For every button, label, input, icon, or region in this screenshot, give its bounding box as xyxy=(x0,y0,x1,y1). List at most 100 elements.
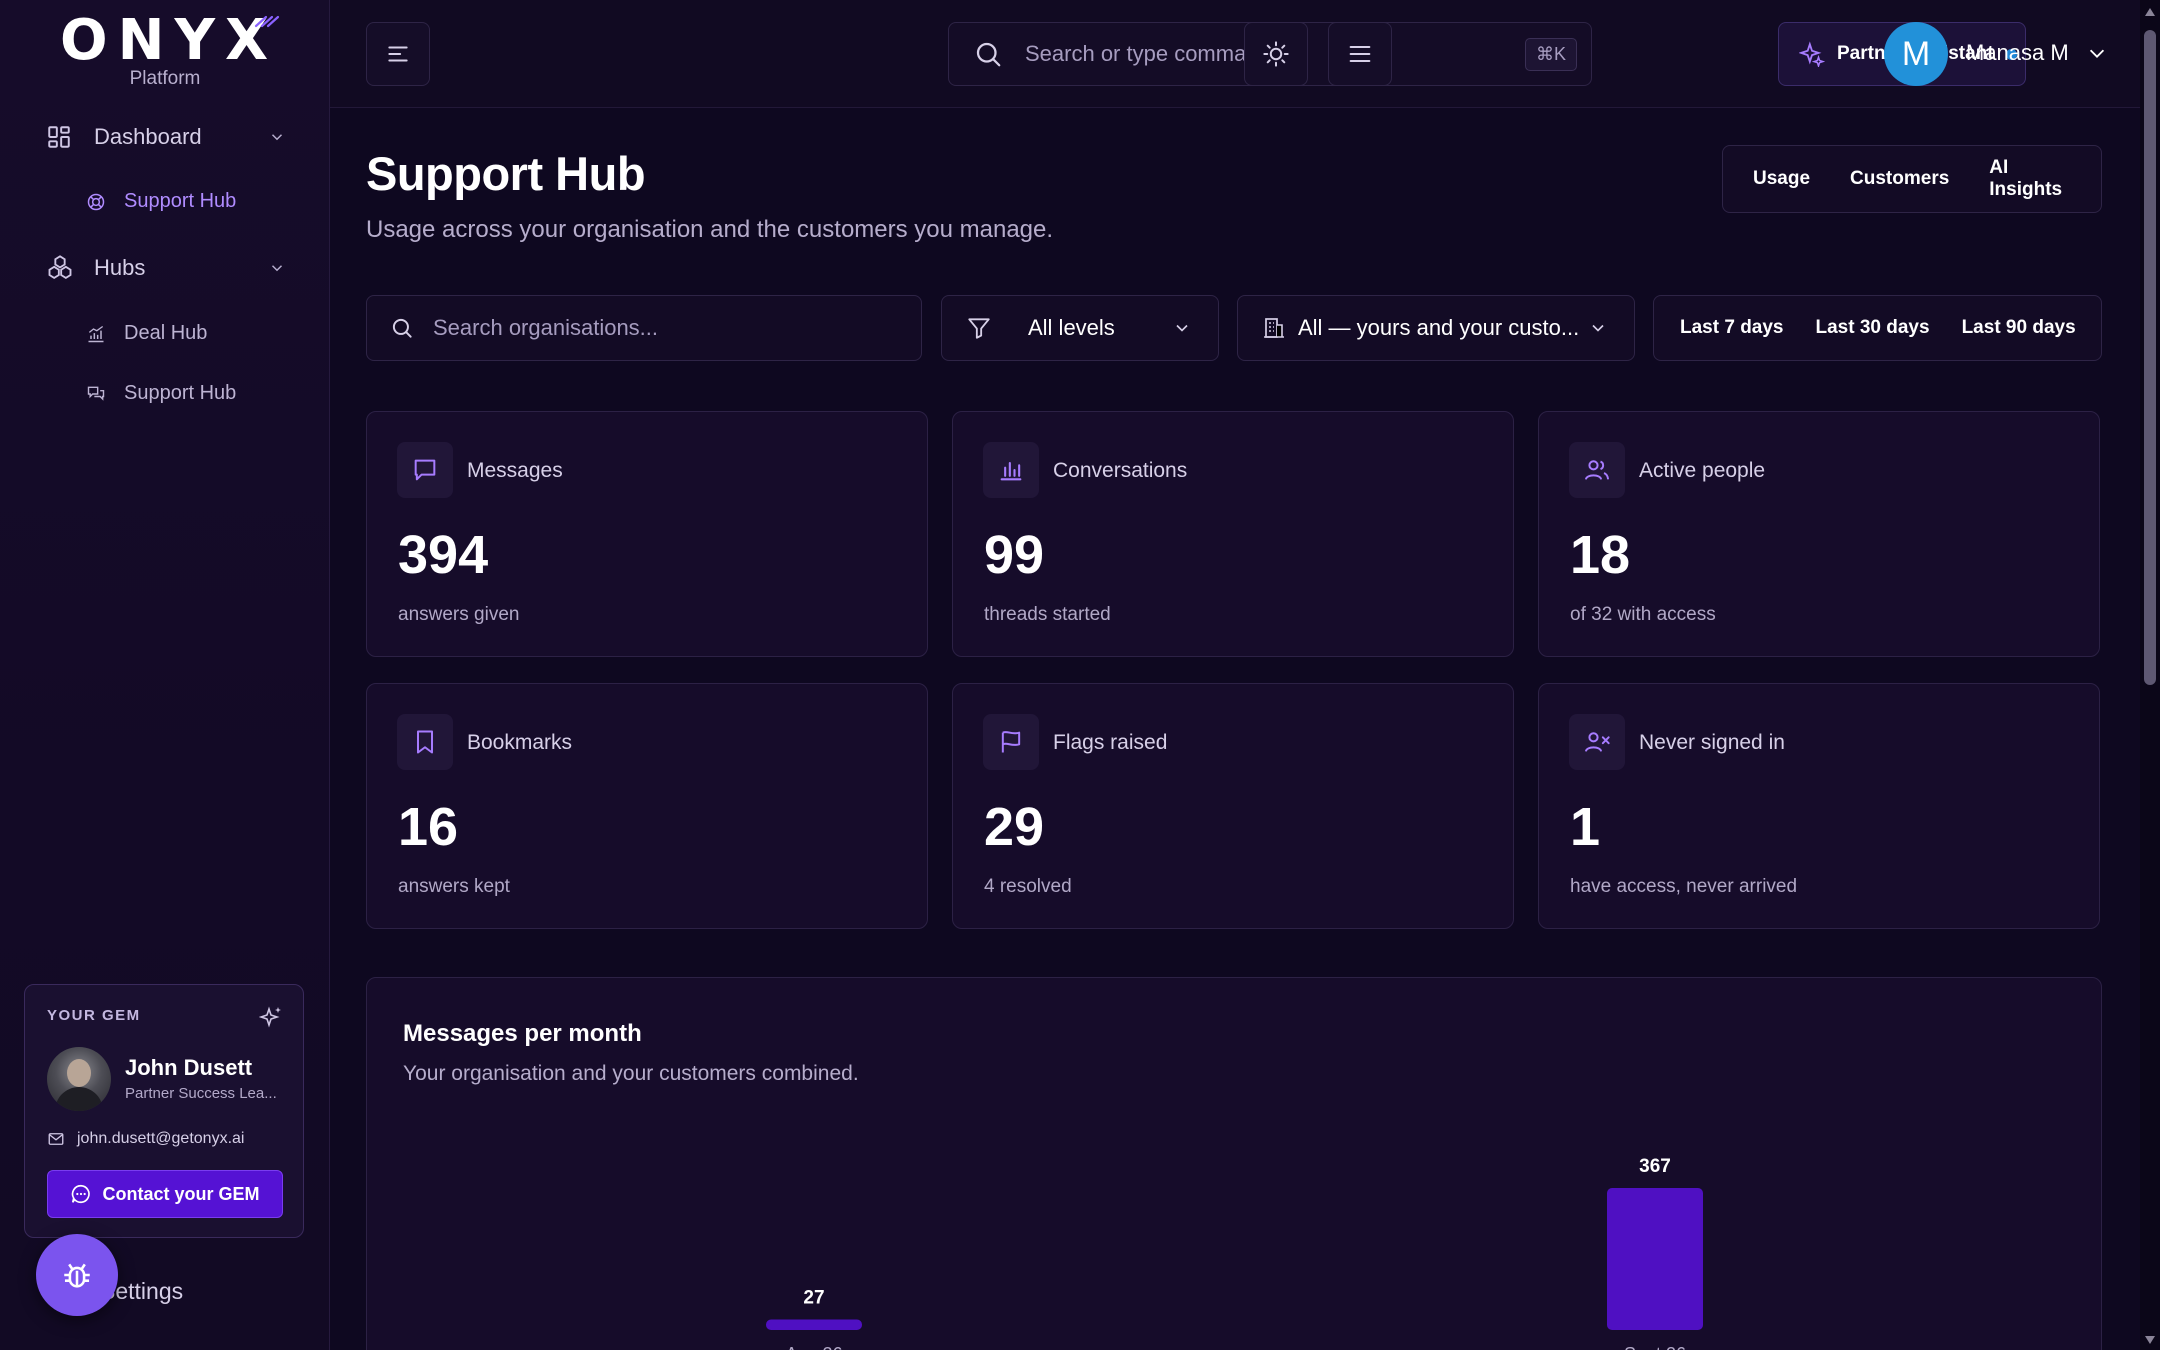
stat-card-bookmarks[interactable]: Bookmarks 16 answers kept xyxy=(366,683,928,929)
menu-button[interactable] xyxy=(1328,22,1392,86)
building-icon xyxy=(1264,318,1284,338)
view-tabs: Usage Customers AI Insights xyxy=(1722,145,2102,213)
category-label: Aug 26 xyxy=(785,1344,842,1350)
range-last-30-days[interactable]: Last 30 days xyxy=(1815,317,1930,338)
stat-label: Messages xyxy=(467,459,563,482)
brand-subtitle: Platform xyxy=(129,68,201,89)
stat-value: 1 xyxy=(1570,797,1601,857)
tab-ai-insights[interactable]: AI Insights xyxy=(1989,157,2063,200)
stat-value: 99 xyxy=(984,525,1045,585)
bookmark-icon xyxy=(397,714,453,770)
tab-customers[interactable]: Customers xyxy=(1850,168,1950,189)
stat-value: 18 xyxy=(1570,525,1631,585)
users-icon xyxy=(1569,442,1625,498)
message-icon xyxy=(397,442,453,498)
chart-line-icon xyxy=(88,325,104,342)
stat-label: Active people xyxy=(1639,459,1766,482)
organisation-search-input[interactable]: Search organisations... xyxy=(366,295,922,361)
stat-card-conversations[interactable]: Conversations 99 threads started xyxy=(952,411,1514,657)
stat-label: Flags raised xyxy=(1053,731,1168,754)
bar-chart-icon xyxy=(983,442,1039,498)
stat-caption: answers kept xyxy=(398,876,510,897)
gem-card: YOUR GEM John Dusett Partner Success Lea… xyxy=(24,984,304,1238)
contact-gem-label: Contact your GEM xyxy=(102,1183,260,1204)
level-filter-value: All levels xyxy=(1028,315,1115,340)
level-filter-select[interactable]: All levels xyxy=(941,295,1219,361)
keyboard-shortcut: ⌘K xyxy=(1524,37,1577,71)
sidebar-item-support-hub-dashboard[interactable]: Support Hub xyxy=(86,190,236,213)
stat-label: Bookmarks xyxy=(467,731,573,754)
category-label: Sept 26 xyxy=(1624,1344,1686,1350)
scroll-down-arrow-icon[interactable] xyxy=(2143,1334,2157,1346)
stat-card-messages[interactable]: Messages 394 answers given xyxy=(366,411,928,657)
mail-icon xyxy=(48,1133,64,1145)
gem-email-text: john.dusett@getonyx.ai xyxy=(77,1130,245,1147)
filter-icon xyxy=(968,318,990,339)
logo-sparkle-icon xyxy=(254,15,280,28)
sidebar-item-label: Hubs xyxy=(94,255,146,280)
gem-role: Partner Success Lea... xyxy=(125,1085,277,1102)
bar-value-label: 27 xyxy=(803,1288,824,1309)
organisation-scope-value: All — yours and your custo... xyxy=(1298,315,1580,340)
stat-caption: of 32 with access xyxy=(1570,604,1716,625)
sidebar-item-hubs[interactable]: Hubs xyxy=(46,254,286,282)
contact-gem-button[interactable]: Contact your GEM xyxy=(47,1170,283,1218)
stat-caption: threads started xyxy=(984,604,1111,625)
bug-report-button[interactable] xyxy=(36,1234,118,1316)
search-icon xyxy=(976,42,1001,67)
tab-usage[interactable]: Usage xyxy=(1753,168,1811,189)
stat-card-never-signed-in[interactable]: Never signed in 1 have access, never arr… xyxy=(1538,683,2100,929)
stat-caption: answers given xyxy=(398,604,520,625)
stat-value: 394 xyxy=(398,525,489,585)
user-name[interactable]: Manasa M xyxy=(1966,40,2069,65)
hamburger-icon xyxy=(1349,45,1371,63)
sun-icon xyxy=(1263,41,1289,67)
brand-logo[interactable]: ONYX xyxy=(60,8,279,73)
chart-title: Messages per month xyxy=(403,1020,642,1047)
chat-icon xyxy=(72,1184,91,1204)
bar-aug-26[interactable] xyxy=(766,1319,862,1330)
chevron-down-icon[interactable] xyxy=(2086,42,2108,64)
bar-sept-26[interactable] xyxy=(1607,1188,1703,1330)
bar-value-label: 367 xyxy=(1639,1156,1671,1177)
page-title: Support Hub xyxy=(366,147,646,200)
messages-per-month-card: Messages per month Your organisation and… xyxy=(366,977,2102,1350)
menu-align-icon xyxy=(388,46,408,62)
dashboard-icon xyxy=(48,126,70,148)
range-last-7-days[interactable]: Last 7 days xyxy=(1680,317,1784,338)
chevron-down-icon xyxy=(1592,324,1604,332)
scrollbar-thumb[interactable] xyxy=(2144,30,2156,685)
gem-name: John Dusett xyxy=(125,1055,253,1080)
sidebar-item-support-hub[interactable]: Support Hub xyxy=(86,382,236,405)
user-avatar[interactable]: M xyxy=(1884,22,1948,86)
stat-card-flags-raised[interactable]: Flags raised 29 4 resolved xyxy=(952,683,1514,929)
gem-email[interactable]: john.dusett@getonyx.ai xyxy=(47,1130,244,1148)
search-icon xyxy=(392,318,412,338)
sidebar-item-label: Deal Hub xyxy=(124,322,208,344)
range-last-90-days[interactable]: Last 90 days xyxy=(1961,317,2076,338)
hubs-icon xyxy=(48,255,72,280)
sparkles-icon xyxy=(1799,41,1825,67)
chart-subtitle: Your organisation and your customers com… xyxy=(403,1062,859,1085)
chevron-down-icon xyxy=(271,134,283,141)
stat-value: 16 xyxy=(398,797,459,857)
chevron-down-icon xyxy=(271,265,283,272)
top-bar: Search or type command... ⌘K Partner Ass… xyxy=(330,0,2140,108)
stat-caption: 4 resolved xyxy=(984,876,1072,897)
bug-icon xyxy=(64,1263,90,1288)
sidebar-toggle-button[interactable] xyxy=(366,22,430,86)
sidebar: ONYX Platform Dashboard Support Hub Hubs xyxy=(0,0,330,1350)
theme-toggle-button[interactable] xyxy=(1244,22,1308,86)
organisation-scope-select[interactable]: All — yours and your custo... xyxy=(1237,295,1635,361)
date-range-tabs: Last 7 days Last 30 days Last 90 days xyxy=(1653,295,2102,361)
flag-icon xyxy=(983,714,1039,770)
sidebar-item-dashboard[interactable]: Dashboard xyxy=(46,124,286,150)
sidebar-item-deal-hub[interactable]: Deal Hub xyxy=(86,322,207,345)
stat-label: Never signed in xyxy=(1639,731,1785,754)
stat-card-active-people[interactable]: Active people 18 of 32 with access xyxy=(1538,411,2100,657)
sidebar-item-label: Support Hub xyxy=(124,190,237,212)
gem-avatar xyxy=(47,1047,111,1111)
scroll-up-arrow-icon[interactable] xyxy=(2143,6,2157,18)
page-subtitle: Usage across your organisation and the c… xyxy=(366,216,1054,243)
messages-bar-chart: 27 Aug 26 367 Sept 26 xyxy=(766,1156,1703,1350)
